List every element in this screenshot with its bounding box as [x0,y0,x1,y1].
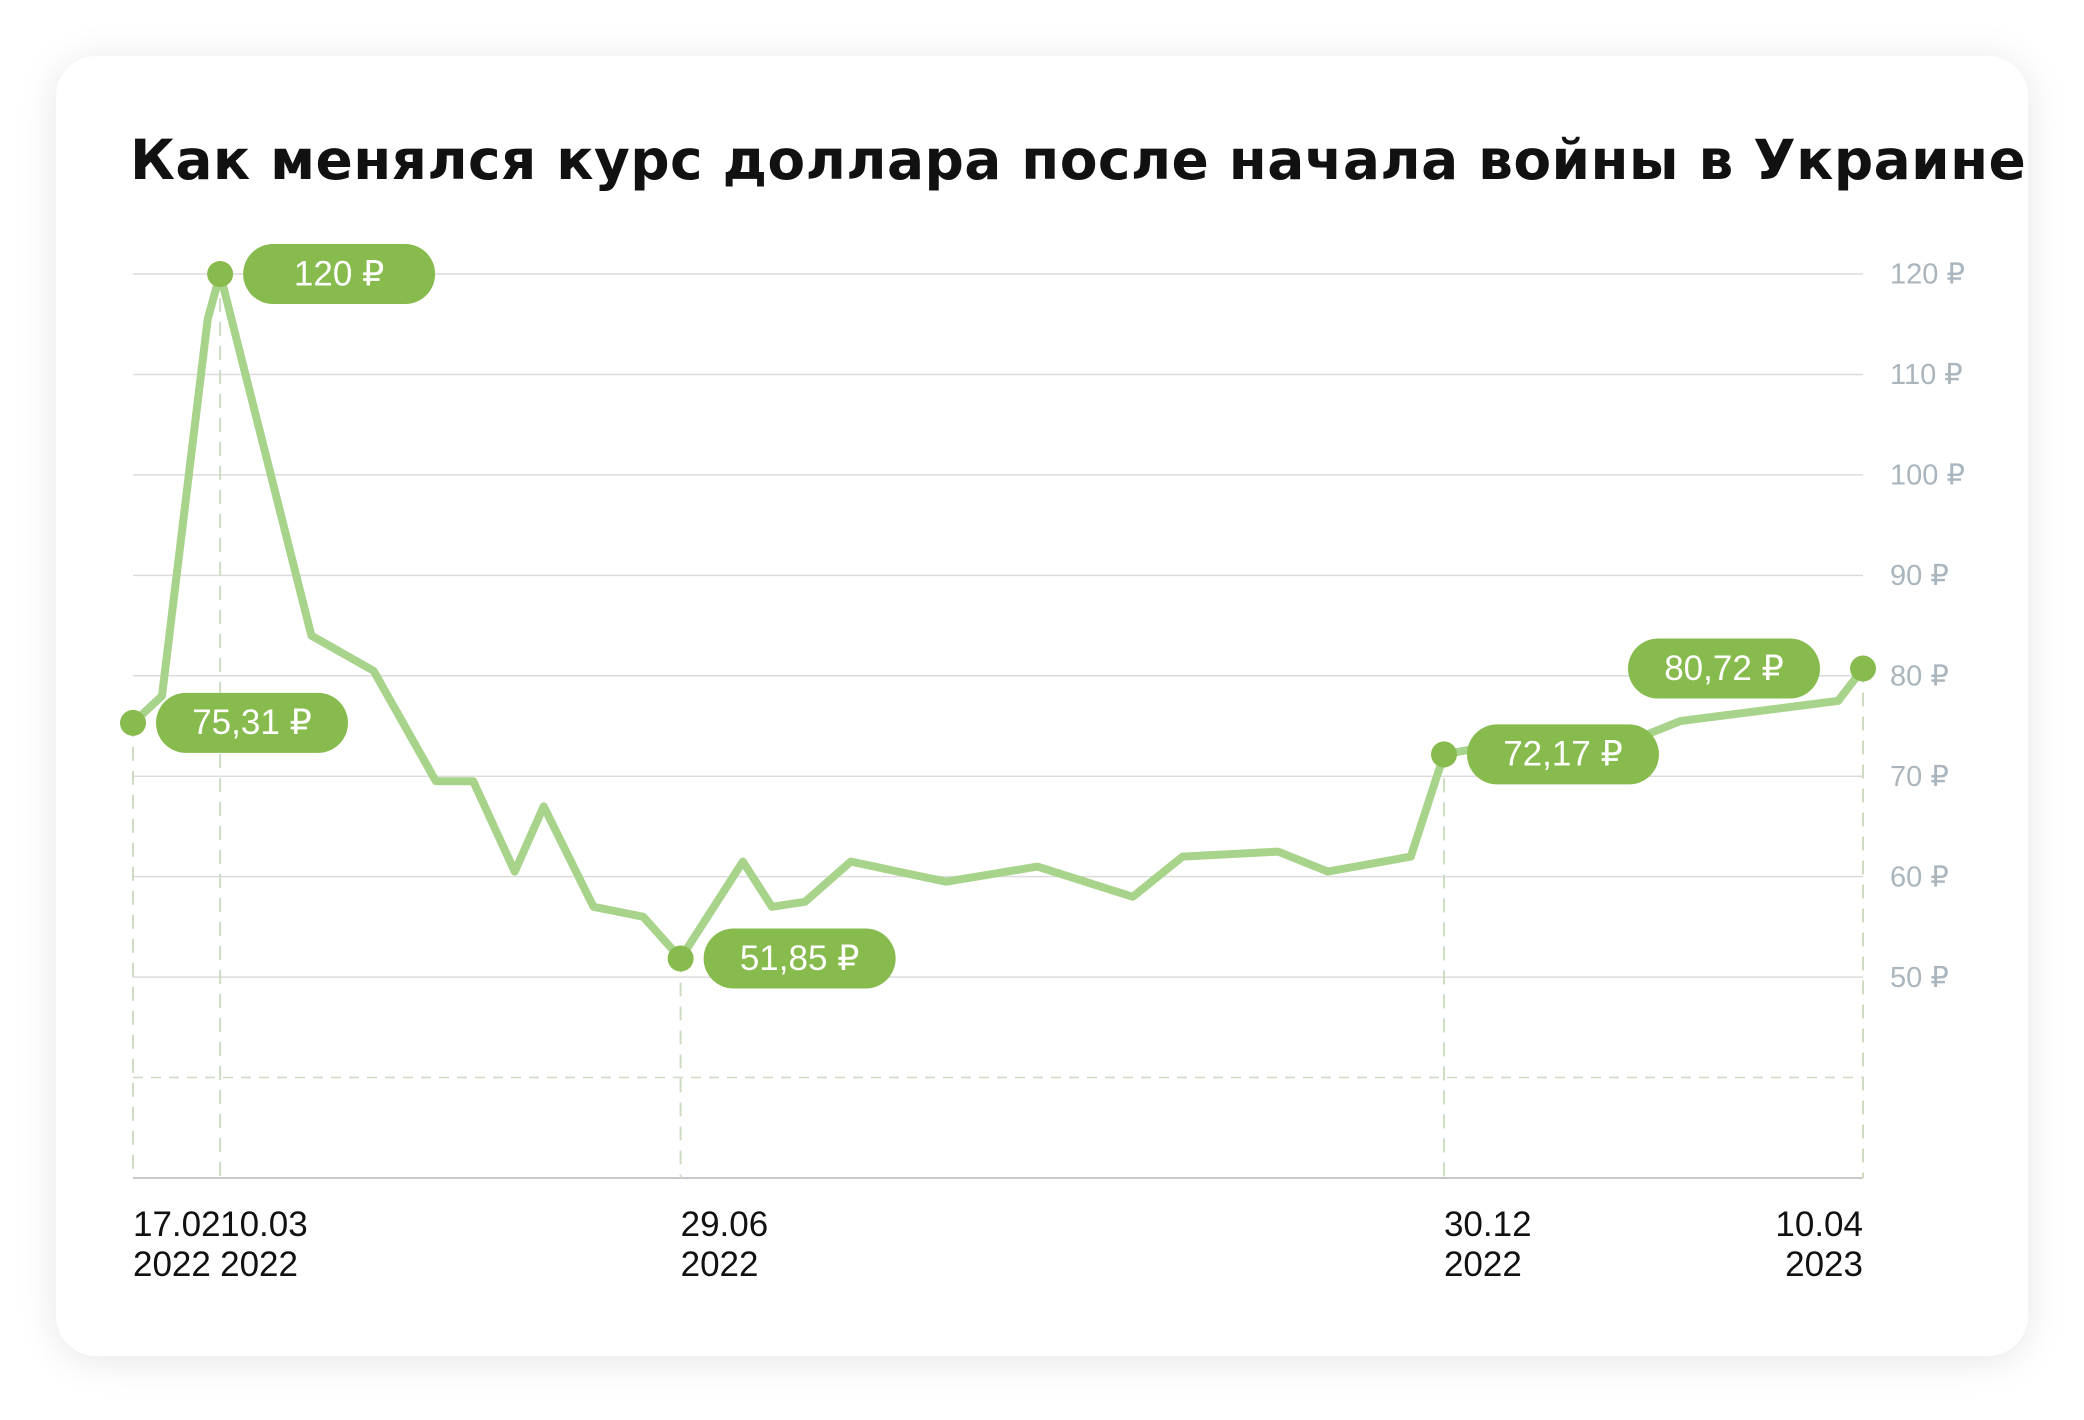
x-tick-label-year: 2022 [1444,1245,1522,1284]
value-pill-bg [1466,724,1659,785]
value-pill-bg [1628,638,1820,699]
y-tick-label: 100 ₽ [1890,460,1965,492]
y-tick-label: 80 ₽ [1890,660,1949,692]
data-point-marker [120,709,146,736]
y-tick-labels: 120 ₽ 110 ₽ 100 ₽ 90 ₽ 80 ₽ 70 ₽ 60 ₽ 50 ₽ [1890,259,1965,994]
x-tick-label-date: 30.12 [1444,1205,1532,1244]
value-pill-label: 51,85 ₽ [740,939,860,978]
value-pill-bg [156,692,348,753]
chart-title: Как менялся курс доллара после начала во… [130,128,2027,192]
markers-group [120,261,1876,972]
data-point-marker [207,261,234,287]
x-tick-label-year: 2022 [681,1245,759,1284]
value-pill: 51,85 ₽ [703,928,896,989]
x-tick-label-year: 2022 [133,1245,211,1284]
y-tick-label: 50 ₽ [1890,962,1949,994]
value-pill: 72,17 ₽ [1466,724,1659,785]
data-point-marker [1430,741,1457,768]
x-tick-label-date: 10.04 [1775,1205,1863,1244]
series-line [129,270,1867,963]
value-pill-bg [703,928,896,989]
annotation-labels: 75,31 ₽ 120 ₽ 51,85 ₽ 72,17 ₽ 80,72 ₽ [156,244,1820,989]
value-pill-label: 120 ₽ [294,254,384,293]
data-point-marker [1850,655,1876,682]
x-tick-labels: 17.02202210.03202229.06202230.12202210.0… [133,1205,1863,1284]
series-group [129,270,1867,963]
value-pill-bg [243,244,436,304]
y-tick-label: 90 ₽ [1890,560,1949,592]
value-pill-label: 80,72 ₽ [1664,649,1784,688]
y-tick-label: 120 ₽ [1890,259,1965,291]
x-tick-label-date: 10.03 [220,1205,308,1244]
value-pill-label: 72,17 ₽ [1503,735,1623,774]
data-point-marker [667,945,694,972]
y-tick-label: 60 ₽ [1890,861,1949,893]
value-pill-label: 75,31 ₽ [192,703,312,742]
value-pill: 80,72 ₽ [1628,638,1820,699]
x-tick-label-year: 2023 [1785,1245,1863,1284]
y-tick-label: 110 ₽ [1890,359,1963,391]
value-pill: 75,31 ₽ [156,692,348,753]
guide-lines [132,274,1864,1178]
x-tick-label-date: 29.06 [681,1205,769,1244]
x-tick-label-date: 17.02 [133,1205,221,1244]
x-tick-label-year: 2022 [220,1245,298,1284]
y-tick-label: 70 ₽ [1890,761,1949,793]
value-pill: 120 ₽ [243,244,436,304]
